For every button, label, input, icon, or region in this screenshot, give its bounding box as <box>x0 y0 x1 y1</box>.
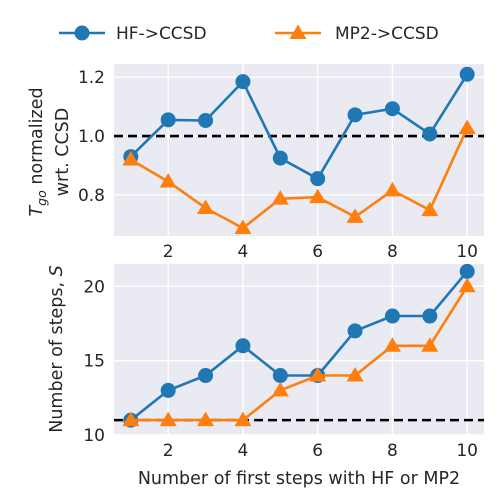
legend-label-mp2: MP2->CCSD <box>335 24 439 44</box>
data-point-mp2 <box>159 173 177 188</box>
x-tick-label: 10 <box>456 441 478 461</box>
y-tick-label: 0.8 <box>78 186 105 206</box>
data-point-hf <box>347 323 363 339</box>
data-point-mp2 <box>458 277 476 293</box>
y-tick-label: 20 <box>83 277 105 297</box>
data-point-mp2 <box>458 119 476 135</box>
data-point-mp2 <box>271 190 289 205</box>
x-tick-label: 6 <box>312 441 323 461</box>
data-point-hf <box>459 263 475 279</box>
bottom-y-label: Number of steps, S <box>47 265 67 433</box>
data-point-mp2 <box>421 201 439 217</box>
data-point-hf <box>272 368 288 384</box>
y-tick-label: 1.0 <box>78 127 105 147</box>
data-point-mp2 <box>346 208 364 223</box>
x-tick-label: 4 <box>238 441 249 461</box>
x-tick-label: 6 <box>312 242 323 262</box>
data-point-mp2 <box>197 411 215 427</box>
x-axis-label: Number of first steps with HF or MP2 <box>138 469 460 489</box>
data-point-hf <box>347 107 363 123</box>
data-point-hf <box>422 126 438 142</box>
data-point-hf <box>235 74 251 90</box>
data-point-hf <box>160 382 176 398</box>
bottom-y-ticks: 10 15 20 <box>83 277 105 446</box>
data-point-hf <box>160 112 176 128</box>
data-point-mp2 <box>234 411 252 427</box>
data-point-hf <box>272 150 288 166</box>
data-point-mp2 <box>197 199 215 215</box>
legend-marker-hf <box>74 25 90 41</box>
top-y-label-line1: Tgo normalized <box>27 87 49 216</box>
y-tick-label: 1.2 <box>78 68 105 88</box>
data-point-hf <box>384 308 400 324</box>
data-point-mp2 <box>383 181 401 197</box>
data-point-mp2 <box>122 151 140 166</box>
top-x-ticks: 2 4 6 8 10 <box>163 242 478 262</box>
series-line-hf <box>129 73 469 180</box>
data-point-mp2 <box>309 188 327 204</box>
data-point-hf <box>384 101 400 117</box>
data-point-hf <box>198 368 214 384</box>
data-point-mp2 <box>383 337 401 352</box>
data-point-mp2 <box>346 367 364 382</box>
x-tick-label: 2 <box>163 441 174 461</box>
data-point-mp2 <box>271 381 289 397</box>
top-panel: 2 4 6 8 10 0.8 1.0 1.2 Tgo normalized wrt. CCS… <box>27 64 484 262</box>
bottom-plot-background <box>114 264 484 435</box>
data-point-hf <box>198 112 214 128</box>
bottom-panel: 2 4 6 8 10 10 15 20 Number of steps, S Number … <box>47 263 484 489</box>
legend-entry-mp2: MP2->CCSD <box>275 24 439 44</box>
top-series <box>122 66 476 235</box>
legend-label-hf: HF->CCSD <box>116 24 207 44</box>
x-tick-label: 10 <box>456 242 478 262</box>
y-tick-label: 10 <box>83 426 105 446</box>
data-point-mp2 <box>234 219 252 235</box>
legend: HF->CCSD MP2->CCSD <box>59 24 439 44</box>
data-point-hf <box>235 338 251 354</box>
x-tick-label: 8 <box>387 441 398 461</box>
top-y-label-line2: wrt. CCSD <box>53 108 73 197</box>
legend-entry-hf: HF->CCSD <box>59 24 207 44</box>
legend-marker-mp2 <box>289 24 307 39</box>
data-point-hf <box>310 171 326 187</box>
series-line-mp2 <box>130 285 469 422</box>
bottom-grid <box>114 264 484 436</box>
x-tick-label: 8 <box>387 242 398 262</box>
series-line-mp2 <box>130 127 469 230</box>
data-point-hf <box>422 308 438 324</box>
data-point-mp2 <box>122 411 140 427</box>
data-point-hf <box>459 66 475 82</box>
data-point-mp2 <box>159 411 177 427</box>
data-point-mp2 <box>309 367 327 382</box>
data-point-mp2 <box>421 337 439 352</box>
top-y-ticks: 0.8 1.0 1.2 <box>78 68 105 206</box>
series-line-hf <box>129 270 469 422</box>
x-tick-label: 4 <box>238 242 249 262</box>
bottom-series <box>122 263 476 428</box>
bottom-x-ticks: 2 4 6 8 10 <box>163 441 478 461</box>
x-tick-label: 2 <box>163 242 174 262</box>
y-tick-label: 15 <box>83 352 105 372</box>
